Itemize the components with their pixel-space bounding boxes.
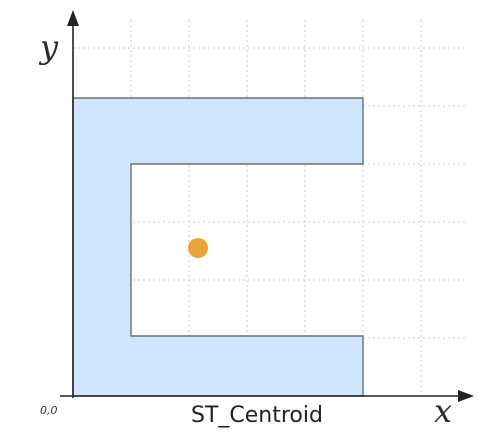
y-axis-label: y bbox=[38, 28, 59, 66]
caption-label: ST_Centroid bbox=[191, 403, 323, 428]
x-axis-arrow-icon bbox=[458, 390, 474, 402]
c-shaped-polygon bbox=[72, 97, 364, 397]
axes bbox=[60, 10, 474, 402]
y-axis-arrow-icon bbox=[67, 10, 79, 26]
x-axis-label: x bbox=[434, 392, 452, 430]
centroid-point bbox=[188, 238, 208, 258]
origin-label: 0,0 bbox=[40, 404, 58, 417]
